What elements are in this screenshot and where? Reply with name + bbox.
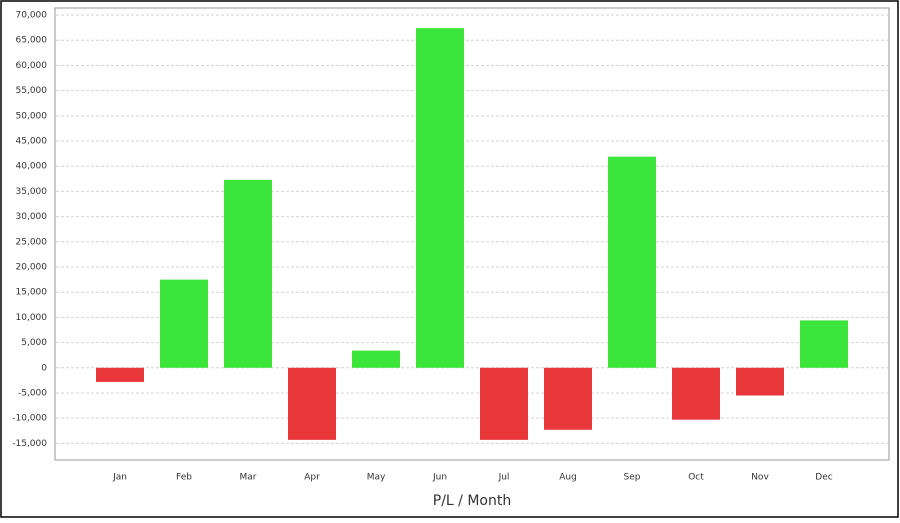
y-tick-label: 15,000 [16, 288, 48, 298]
x-tick-label: Mar [240, 473, 257, 483]
y-tick-label: 0 [41, 363, 47, 373]
bar [608, 156, 656, 368]
x-tick-label: Dec [815, 473, 832, 483]
bar [288, 367, 336, 440]
y-tick-label: 40,000 [16, 162, 48, 172]
x-tick-label: Jun [432, 473, 447, 483]
bar [160, 279, 208, 368]
y-tick-label: 65,000 [16, 36, 48, 46]
x-tick-label: Jul [498, 473, 510, 483]
y-tick-label: 25,000 [16, 237, 48, 247]
y-tick-label: 10,000 [16, 313, 48, 323]
bar [416, 28, 464, 368]
y-tick-label: 60,000 [16, 61, 48, 71]
bar [672, 367, 720, 420]
bar [96, 367, 144, 382]
y-tick-label: 5,000 [21, 338, 47, 348]
x-tick-label: Jan [112, 473, 127, 483]
x-tick-label: May [367, 473, 386, 483]
y-tick-label: 20,000 [16, 263, 48, 273]
bar [224, 179, 272, 368]
y-tick-label: 45,000 [16, 137, 48, 147]
y-tick-label: 70,000 [16, 11, 48, 21]
x-tick-label: Aug [559, 473, 577, 483]
y-tick-label: 35,000 [16, 187, 48, 197]
x-tick-label: Oct [688, 473, 704, 483]
y-tick-label: -15,000 [12, 439, 47, 449]
x-axis-label: P/L / Month [433, 493, 511, 509]
y-tick-label: 30,000 [16, 212, 48, 222]
x-tick-label: Feb [176, 473, 192, 483]
bar [352, 350, 400, 368]
x-tick-label: Sep [624, 473, 641, 483]
x-tick-label: Nov [751, 473, 769, 483]
y-tick-label: 50,000 [16, 111, 48, 121]
bar [800, 320, 848, 368]
bar [480, 367, 528, 440]
bar [544, 367, 592, 430]
x-tick-label: Apr [304, 473, 320, 483]
y-tick-label: -10,000 [12, 414, 47, 424]
bar [736, 367, 784, 396]
y-tick-label: 55,000 [16, 86, 48, 96]
y-tick-label: -5,000 [18, 388, 47, 398]
